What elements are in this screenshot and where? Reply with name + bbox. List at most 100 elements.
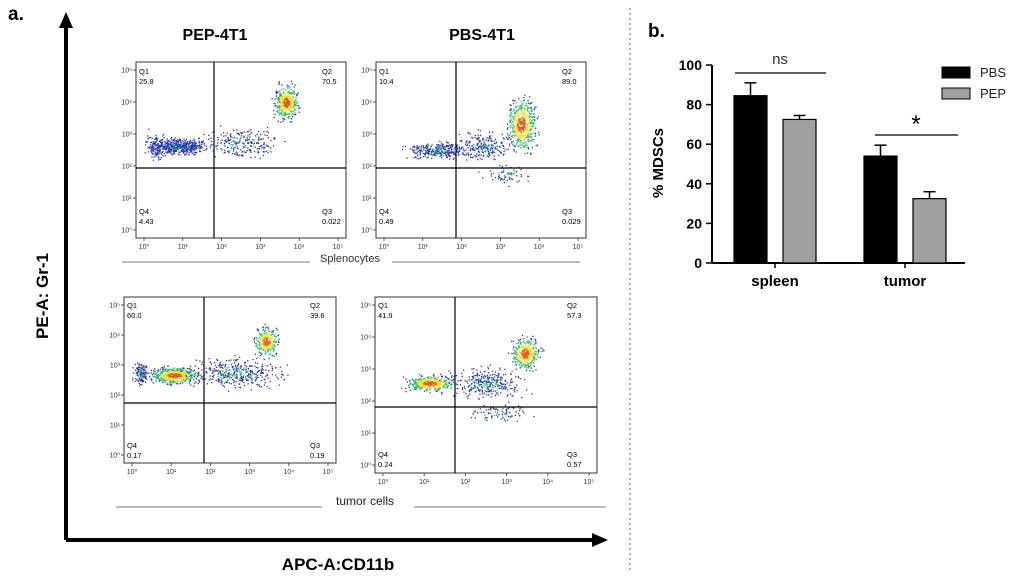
y-tick-label: 10⁰ <box>121 227 132 235</box>
x-tick-label: 10⁰ <box>379 243 390 251</box>
x-category-label: tumor <box>884 273 927 290</box>
panel-a-letter: a. <box>8 4 24 25</box>
y-tick-label: 10⁰ <box>109 452 120 460</box>
x-tick-label: 10¹ <box>418 244 429 251</box>
x-tick-label: 10⁴ <box>283 469 294 476</box>
y-tick-label: 10⁵ <box>361 68 372 75</box>
x-tick-label: 10⁵ <box>323 469 334 476</box>
x-tick-label: 10⁵ <box>333 244 344 251</box>
x-tick-label: 10³ <box>495 244 506 251</box>
x-tick-label: 10² <box>457 244 468 251</box>
x-tick-label: 10⁵ <box>573 244 584 251</box>
y-tick-label: 10³ <box>362 132 373 139</box>
q3-label: Q3 <box>310 441 320 450</box>
flow-plot-pep-splenocytes: Q1 25.8 Q2 70.5 Q3 0.022 Q4 4.43 10⁰ 10¹ 1… <box>121 61 347 251</box>
q1-label: Q1 <box>379 67 389 76</box>
y-tick-label: 60 <box>686 136 702 152</box>
q2-label: Q2 <box>567 301 577 310</box>
q1-label: Q1 <box>127 301 137 310</box>
flow-plot-pep-tumor: Q1 60.0 Q2 39.6 Q3 0.19 Q4 0.17 10⁰ 10¹ 10… <box>109 296 337 476</box>
q3-value: 0.022 <box>322 217 341 226</box>
flow-plot-pbs-splenocytes: Q1 10.4 Q2 89.0 Q3 0.029 Q4 0.49 10⁰ 10¹ 1… <box>361 61 587 251</box>
q4-value: 0.24 <box>378 460 393 469</box>
y-tick-label: 10⁵ <box>109 303 120 310</box>
y-tick-label: 10⁵ <box>121 68 132 75</box>
row-label-tumor-cells-text: tumor cells <box>336 494 394 508</box>
x-tick-label: 10⁴ <box>534 244 545 251</box>
x-tick-label: 10¹ <box>166 469 177 476</box>
panel-a: a. PE-A: Gr-1 APC-A:CD11b PEP-4T1 PBS-4T… <box>8 4 608 574</box>
q2-label: Q2 <box>322 67 332 76</box>
x-tick-label: 10³ <box>245 469 256 476</box>
y-tick-label: 10⁴ <box>121 100 132 107</box>
q2-label: Q2 <box>562 67 572 76</box>
bar-pbs-tumor <box>863 155 898 264</box>
q1-value: 41.9 <box>378 311 393 320</box>
bar-chart-ylabel: % MDSCs <box>650 128 667 198</box>
q2-value: 70.5 <box>322 77 337 86</box>
panel-b: b. % MDSCs 0 20 40 60 80 100 spleen tumor ns * PB… <box>648 21 1006 290</box>
q2-value: 89.0 <box>562 77 577 86</box>
bar-chart: 0 20 40 60 80 100 spleen tumor ns * <box>679 51 965 290</box>
x-tick-label: 10² <box>460 479 471 486</box>
x-tick-label: 10⁴ <box>542 479 553 486</box>
x-tick-label: 10⁰ <box>139 243 150 251</box>
y-tick-label: 10¹ <box>361 431 372 438</box>
x-tick-label: 10³ <box>502 479 513 486</box>
y-tick-label: 40 <box>686 176 702 192</box>
q4-value: 4.43 <box>139 217 154 226</box>
q1-label: Q1 <box>139 67 149 76</box>
column-title-pbs: PBS-4T1 <box>449 27 515 44</box>
x-tick-label: 10⁵ <box>584 479 595 486</box>
q2-label: Q2 <box>310 301 320 310</box>
flow-plot-pbs-tumor: Q1 41.9 Q2 57.3 Q3 0.57 Q4 0.24 10⁰ 10¹ 10… <box>360 296 598 486</box>
y-tick-label: 0 <box>694 255 702 271</box>
legend-swatch-pep <box>941 87 971 100</box>
q4-label: Q4 <box>379 207 389 216</box>
y-tick-label: 10³ <box>361 367 372 374</box>
q3-value: 0.57 <box>567 460 582 469</box>
y-tick-label: 10⁴ <box>361 100 372 107</box>
bar-pep-spleen <box>782 118 817 264</box>
x-tick-label: 10¹ <box>419 479 430 486</box>
q4-label: Q4 <box>139 207 149 216</box>
y-tick-label: 10⁰ <box>360 462 371 470</box>
y-tick-label: 10⁴ <box>109 333 120 340</box>
x-tick-label: 10² <box>217 244 228 251</box>
x-category-label: spleen <box>751 273 799 290</box>
legend-swatch-pbs <box>941 66 971 79</box>
q3-value: 0.029 <box>562 217 581 226</box>
sig-label-tumor: * <box>911 111 920 138</box>
y-tick-label: 20 <box>686 215 702 231</box>
column-title-pep: PEP-4T1 <box>183 27 248 44</box>
x-tick-label: 10⁰ <box>127 468 138 476</box>
q3-value: 0.19 <box>310 451 325 460</box>
q3-label: Q3 <box>562 207 572 216</box>
bar-legend: PBS PEP <box>941 65 1006 101</box>
q2-value: 57.3 <box>567 311 582 320</box>
panel-a-axes <box>59 12 608 547</box>
x-tick-label: 10¹ <box>178 244 189 251</box>
q1-value: 10.4 <box>379 77 394 86</box>
q2-value: 39.6 <box>310 311 325 320</box>
x-tick-label: 10³ <box>255 244 266 251</box>
q3-label: Q3 <box>322 207 332 216</box>
q1-value: 25.8 <box>139 77 154 86</box>
bar-pep-tumor <box>912 198 947 264</box>
y-tick-label: 10¹ <box>122 196 133 203</box>
y-tick-label: 10³ <box>122 132 133 139</box>
y-tick-label: 10¹ <box>362 196 373 203</box>
q3-label: Q3 <box>567 450 577 459</box>
x-tick-label: 10⁰ <box>378 478 389 486</box>
q1-value: 60.0 <box>127 311 142 320</box>
legend-label-pbs: PBS <box>980 65 1006 80</box>
y-axis-title: PE-A: Gr-1 <box>33 253 52 339</box>
y-tick-label: 80 <box>686 97 702 113</box>
y-tick-label: 100 <box>679 57 703 73</box>
row-label-splenocytes-text: Splenocytes <box>320 253 380 265</box>
y-tick-label: 10¹ <box>110 423 121 430</box>
y-tick-label: 10³ <box>110 363 121 370</box>
q4-label: Q4 <box>378 450 388 459</box>
y-tick-label: 10⁰ <box>361 227 372 235</box>
